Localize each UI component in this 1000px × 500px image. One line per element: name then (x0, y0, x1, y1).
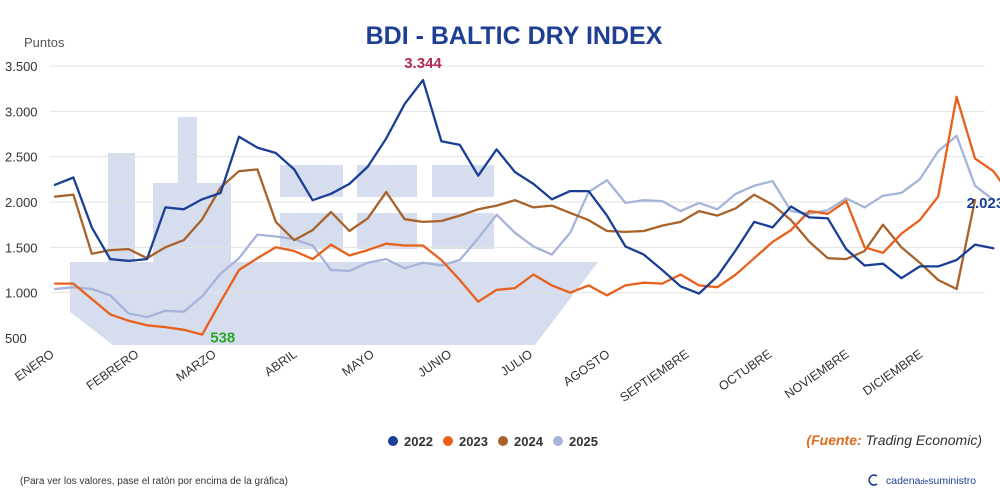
y-tick-label: 1.500 (5, 240, 38, 255)
x-tick-label: JUNIO (415, 347, 454, 380)
data-label: 538 (210, 330, 235, 347)
annotations: 3.344 538 2.023 (210, 55, 1000, 346)
x-tick-label: JULIO (498, 347, 535, 379)
legend-marker-2022 (388, 436, 398, 446)
y-axis: 500 1.000 1.500 2.000 2.500 3.000 3.500 (5, 59, 38, 346)
chart-title: BDI - BALTIC DRY INDEX (366, 22, 663, 50)
series-line-2023 (53, 95, 1000, 336)
y-tick-label: 2.500 (5, 150, 38, 165)
chain-icon (868, 474, 878, 486)
series-line-2025 (53, 134, 995, 319)
x-tick-label: AGOSTO (561, 347, 613, 389)
x-tick-label: MAYO (339, 347, 377, 379)
legend-marker-2025 (553, 436, 563, 446)
y-tick-label: 1.000 (5, 286, 38, 301)
source-open: ( (806, 432, 812, 448)
legend-marker-2024 (498, 436, 508, 446)
legend-label-2022: 2022 (404, 434, 433, 449)
source-label: Fuente: (811, 432, 862, 448)
x-tick-label: MARZO (174, 347, 219, 385)
legend-label-2023: 2023 (459, 434, 488, 449)
series-line-2024 (53, 168, 977, 291)
data-label: 2.023 (967, 195, 1000, 212)
y-tick-label: 3.500 (5, 59, 38, 74)
brand-logo: cadenadesuministro (868, 474, 976, 487)
data-label: 3.344 (404, 55, 442, 72)
x-tick-label: ABRIL (262, 347, 300, 379)
series-line-2022 (53, 78, 995, 295)
hover-note: (Para ver los valores, pase el ratón por… (20, 476, 288, 487)
y-tick-label: 500 (5, 331, 27, 346)
y-tick-label: 2.000 (5, 195, 38, 210)
x-tick-label: FEBRERO (84, 347, 142, 393)
legend-marker-2023 (443, 436, 453, 446)
y-tick-label: 3.000 (5, 104, 38, 119)
legend-label-2024: 2024 (514, 434, 544, 449)
svg-text:cadenadesuministro: cadenadesuministro (886, 475, 976, 487)
series-lines (53, 78, 1000, 336)
brand-main: cadena (886, 475, 921, 487)
x-tick-label: OCTUBRE (716, 347, 774, 394)
brand-small: de (920, 479, 928, 486)
x-tick-label: ENERO (12, 347, 57, 384)
x-axis: ENERO FEBRERO MARZO ABRIL MAYO JUNIO JULIO AGOS… (12, 347, 925, 405)
grid-lines (50, 65, 985, 294)
brand-end: suministro (928, 475, 976, 487)
y-axis-label: Puntos (24, 35, 65, 50)
legend: 2022 2023 2024 2025 (388, 434, 598, 449)
x-tick-label: SEPTIEMBRE (617, 347, 691, 405)
ship-watermark (70, 117, 598, 345)
x-tick-label: NOVIEMBRE (782, 347, 851, 401)
legend-label-2025: 2025 (569, 434, 598, 449)
source-name: Trading Economic) (862, 432, 982, 448)
source-text: (Fuente: Trading Economic) (806, 432, 982, 448)
x-tick-label: DICIEMBRE (860, 347, 925, 398)
